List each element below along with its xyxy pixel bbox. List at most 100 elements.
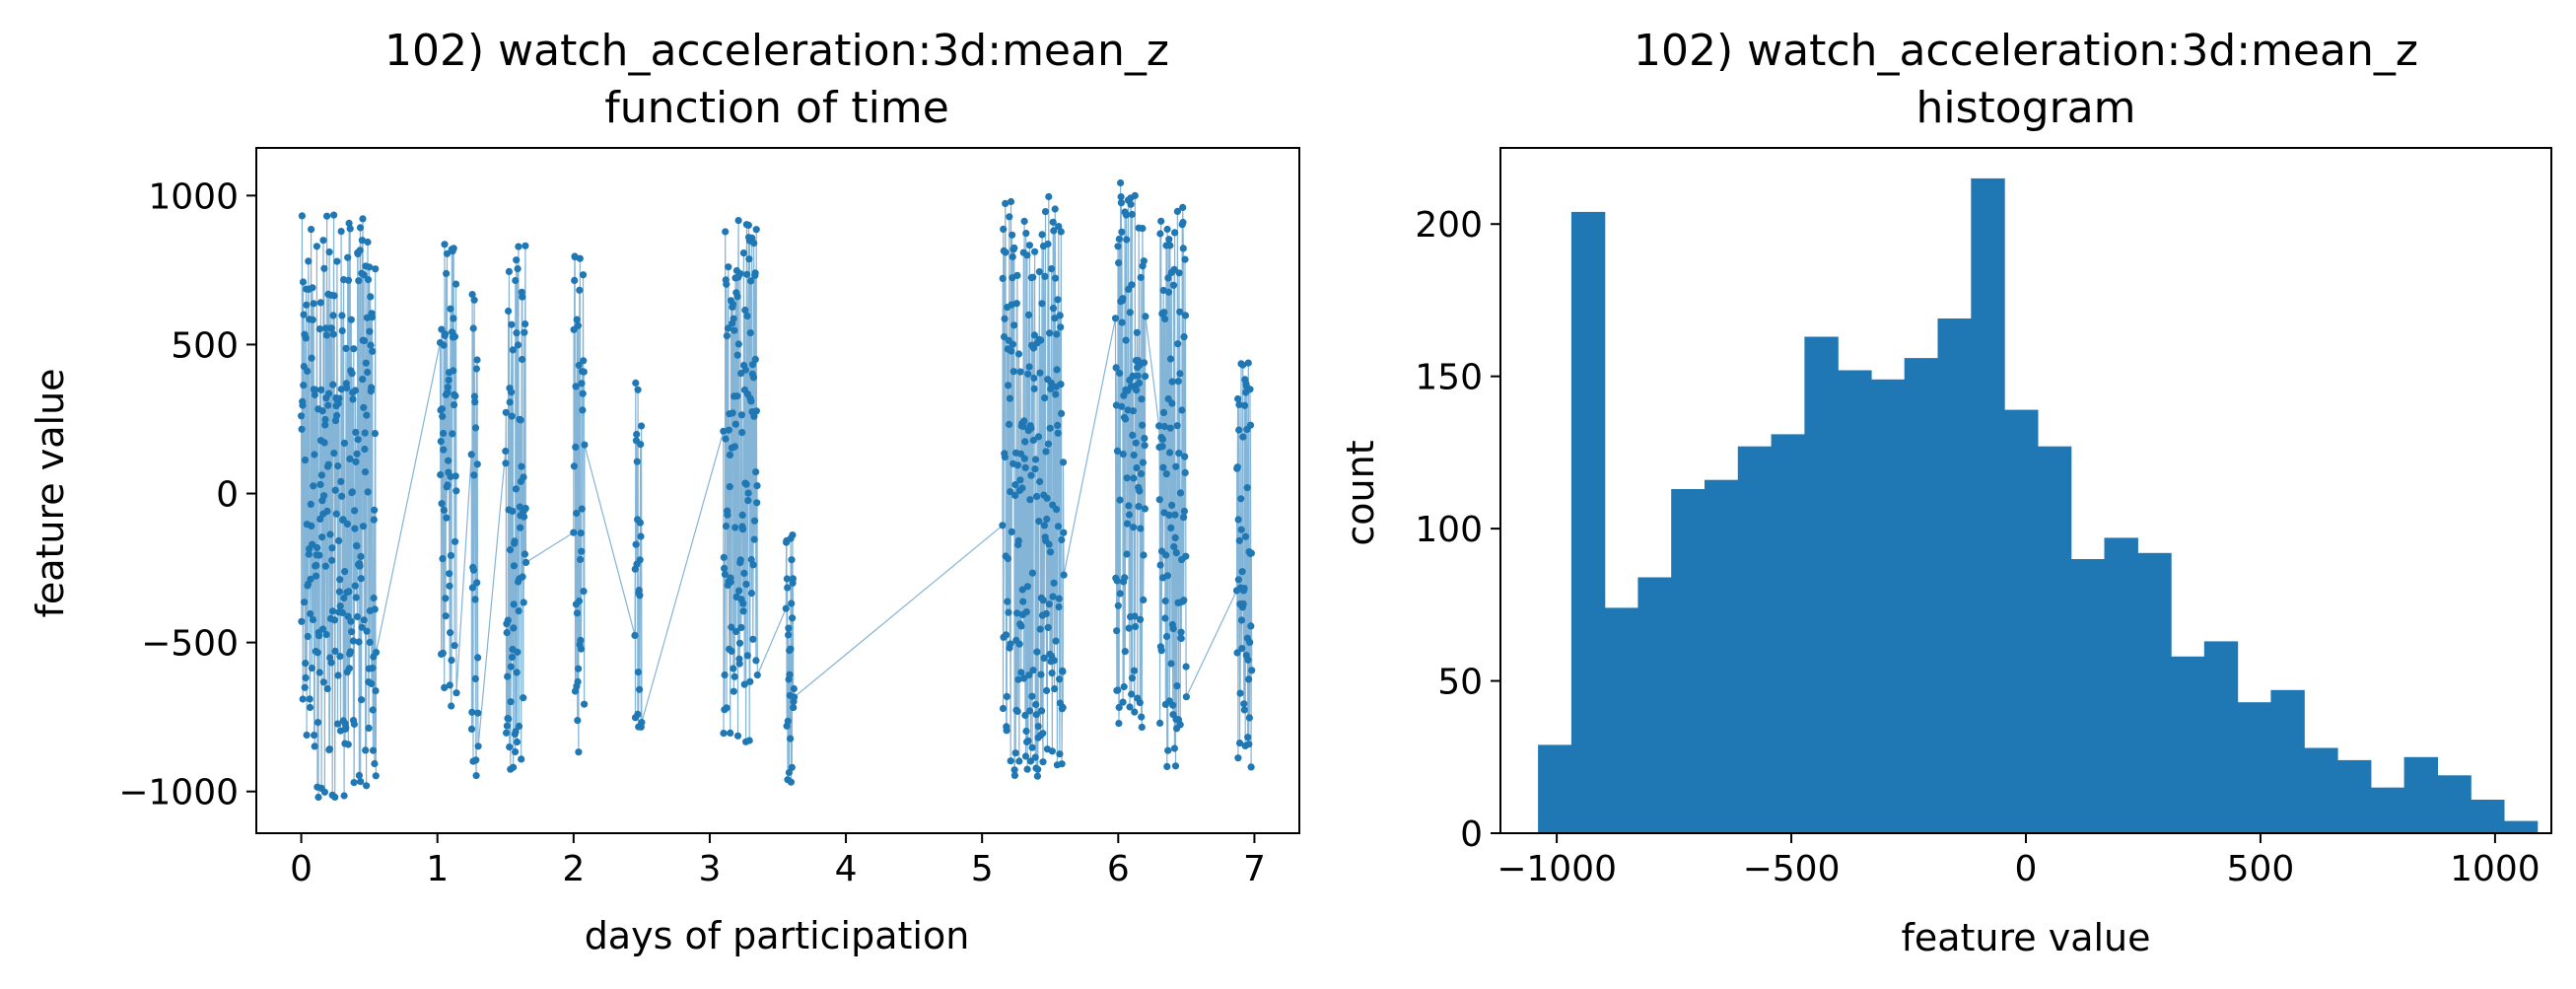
data-point	[1000, 225, 1008, 233]
data-point	[731, 672, 738, 680]
data-point	[1007, 757, 1014, 765]
data-point	[299, 278, 308, 286]
data-point	[1115, 259, 1123, 267]
data-point	[316, 515, 324, 524]
data-point	[360, 403, 368, 411]
data-point	[1139, 459, 1147, 466]
data-point	[1020, 455, 1028, 462]
data-point	[1173, 682, 1181, 690]
data-point	[1239, 361, 1247, 369]
data-point	[1002, 199, 1010, 207]
data-point	[450, 245, 457, 252]
data-point	[306, 695, 313, 703]
data-point	[311, 732, 318, 740]
data-point	[1244, 359, 1252, 367]
data-point	[518, 755, 525, 763]
data-point	[742, 480, 750, 488]
data-point	[335, 588, 343, 596]
data-point	[1169, 625, 1177, 633]
data-point	[789, 575, 798, 583]
data-point	[467, 725, 476, 734]
data-point	[738, 429, 746, 437]
data-point	[1130, 667, 1139, 674]
data-point	[1247, 622, 1255, 630]
data-point	[729, 409, 736, 417]
data-point	[1241, 401, 1249, 409]
data-point	[355, 638, 363, 646]
data-point	[331, 486, 339, 494]
data-point	[1118, 228, 1126, 236]
data-point	[301, 457, 310, 464]
data-point	[577, 636, 585, 645]
data-point	[1020, 217, 1028, 225]
data-point	[1122, 336, 1130, 344]
data-point	[329, 381, 337, 389]
data-point	[442, 612, 450, 620]
data-point	[1113, 627, 1121, 635]
data-point	[365, 724, 373, 733]
data-point	[320, 492, 328, 500]
data-point	[328, 544, 336, 552]
data-point	[1007, 640, 1014, 648]
data-point	[1123, 550, 1131, 558]
data-point	[1118, 402, 1126, 410]
data-point	[372, 265, 380, 273]
data-point	[1175, 450, 1183, 458]
data-point	[511, 537, 519, 545]
data-point	[1051, 205, 1059, 213]
data-point	[351, 525, 359, 532]
histogram-bar	[1804, 336, 1839, 833]
data-point	[783, 575, 792, 583]
data-point	[1034, 433, 1043, 441]
data-point	[753, 671, 761, 679]
histogram-bar	[2337, 759, 2372, 833]
histogram-bar	[1570, 211, 1606, 833]
data-point	[441, 330, 450, 338]
data-point	[440, 506, 448, 515]
data-point	[1004, 554, 1011, 563]
data-point	[1053, 330, 1061, 338]
data-point	[1176, 489, 1185, 497]
data-point	[999, 274, 1007, 282]
data-point	[1182, 693, 1190, 701]
data-point	[506, 546, 515, 554]
data-point	[575, 361, 583, 370]
histogram-y-axis-label: count	[1339, 440, 1382, 545]
data-point	[367, 293, 375, 301]
data-point	[1055, 595, 1063, 602]
data-point	[576, 254, 584, 262]
data-point	[325, 389, 333, 397]
data-point	[1019, 422, 1027, 431]
data-point	[632, 540, 640, 548]
data-point	[315, 551, 323, 559]
data-point	[346, 455, 354, 462]
data-point	[1021, 752, 1030, 760]
data-point	[788, 763, 796, 771]
data-point	[1022, 230, 1030, 238]
data-point	[740, 569, 748, 578]
data-point	[439, 649, 447, 658]
data-point	[1060, 529, 1068, 536]
data-point	[508, 653, 517, 662]
data-point	[744, 221, 753, 229]
data-point	[1044, 623, 1052, 632]
data-point	[1140, 596, 1148, 604]
data-point	[318, 625, 327, 633]
data-point	[1050, 657, 1058, 665]
data-point	[1119, 451, 1127, 459]
data-point	[750, 517, 759, 525]
data-point	[349, 637, 357, 645]
data-point	[1030, 331, 1038, 339]
data-point	[512, 485, 521, 493]
data-point	[1023, 765, 1031, 773]
data-point	[444, 384, 452, 391]
data-point	[1024, 311, 1033, 318]
data-point	[1057, 228, 1065, 236]
data-point	[1126, 703, 1134, 711]
data-point	[1180, 333, 1188, 341]
data-point	[784, 584, 792, 592]
data-point	[1028, 692, 1036, 700]
data-point	[723, 280, 731, 288]
data-point	[1009, 252, 1016, 261]
data-point	[1177, 634, 1185, 643]
